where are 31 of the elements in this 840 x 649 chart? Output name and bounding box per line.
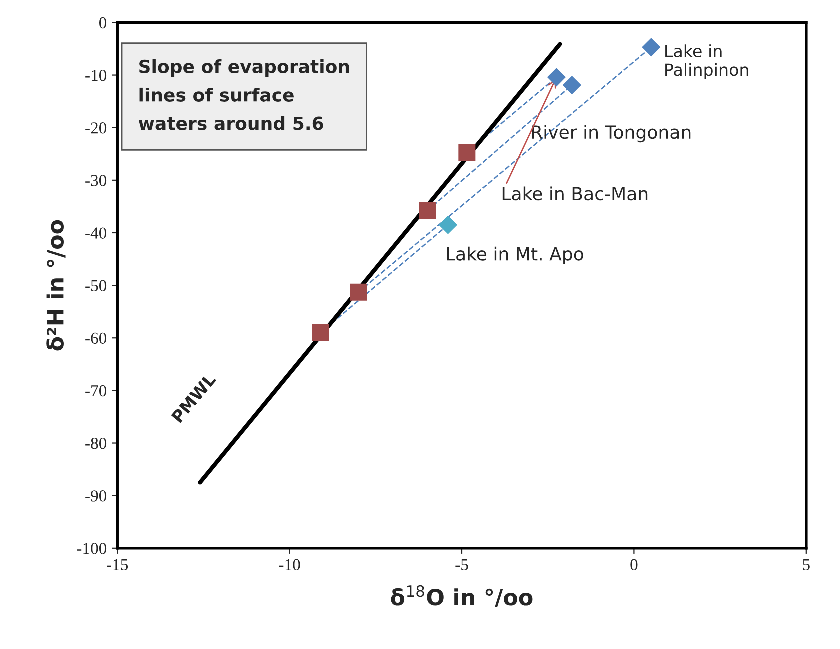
y-tick-label: -20 xyxy=(86,122,107,134)
y-tick-label: -100 xyxy=(77,543,107,554)
point xyxy=(562,76,582,95)
y-tick-label: -70 xyxy=(86,385,107,397)
point xyxy=(419,202,436,220)
point xyxy=(547,68,566,87)
x-tick-label: -5 xyxy=(456,559,468,571)
x-tick-label: -10 xyxy=(279,559,300,571)
annotation: Lake in Bac-Man xyxy=(502,186,648,201)
y-tick-label: -40 xyxy=(86,228,107,239)
annotation: River in Tongonan xyxy=(532,125,691,143)
y-axis-title: δ²H in °/oo xyxy=(46,220,66,351)
point xyxy=(438,216,458,234)
point xyxy=(312,324,330,342)
y-tick-label: -80 xyxy=(86,438,107,450)
x-tick-label: -15 xyxy=(107,559,128,571)
x-tick-label: 5 xyxy=(803,559,810,571)
point xyxy=(642,38,661,57)
y-tick-label: -10 xyxy=(86,70,107,82)
x-tick-label: 0 xyxy=(630,559,638,571)
y-tick-label: -30 xyxy=(86,175,107,186)
y-tick-label: -60 xyxy=(86,332,107,344)
point xyxy=(350,284,368,301)
y-tick-label: -50 xyxy=(86,280,107,292)
annotation: Slope of evaporation lines of surface waters around 5.6 xyxy=(138,60,350,130)
x-axis-title: δ$^{18}$O in °/oo xyxy=(391,585,533,608)
annotation: Lake in Mt. Apo xyxy=(447,246,584,264)
y-tick-label: -90 xyxy=(86,490,107,502)
y-tick-label: 0 xyxy=(99,17,107,29)
annotation: Lake in Palinpinon xyxy=(666,44,748,80)
point xyxy=(458,144,476,162)
